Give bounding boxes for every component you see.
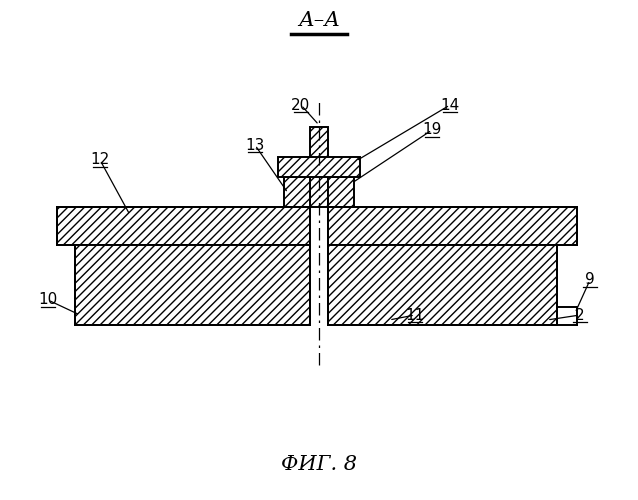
Text: 11: 11 [405,308,425,322]
Polygon shape [328,207,577,245]
Text: 2: 2 [575,308,585,322]
Text: 13: 13 [246,138,265,152]
Text: 12: 12 [91,152,110,168]
Text: 10: 10 [38,292,57,308]
Text: 14: 14 [440,98,459,112]
Text: 9: 9 [585,272,595,287]
Text: ФИГ. 8: ФИГ. 8 [281,456,357,474]
Polygon shape [75,245,310,325]
Text: 20: 20 [292,98,311,112]
Polygon shape [310,127,328,207]
Polygon shape [57,207,310,245]
Polygon shape [328,245,557,325]
Polygon shape [278,157,360,177]
Polygon shape [328,177,354,207]
Text: А–А: А–А [298,11,340,30]
Polygon shape [284,177,310,207]
Text: 19: 19 [422,122,441,138]
